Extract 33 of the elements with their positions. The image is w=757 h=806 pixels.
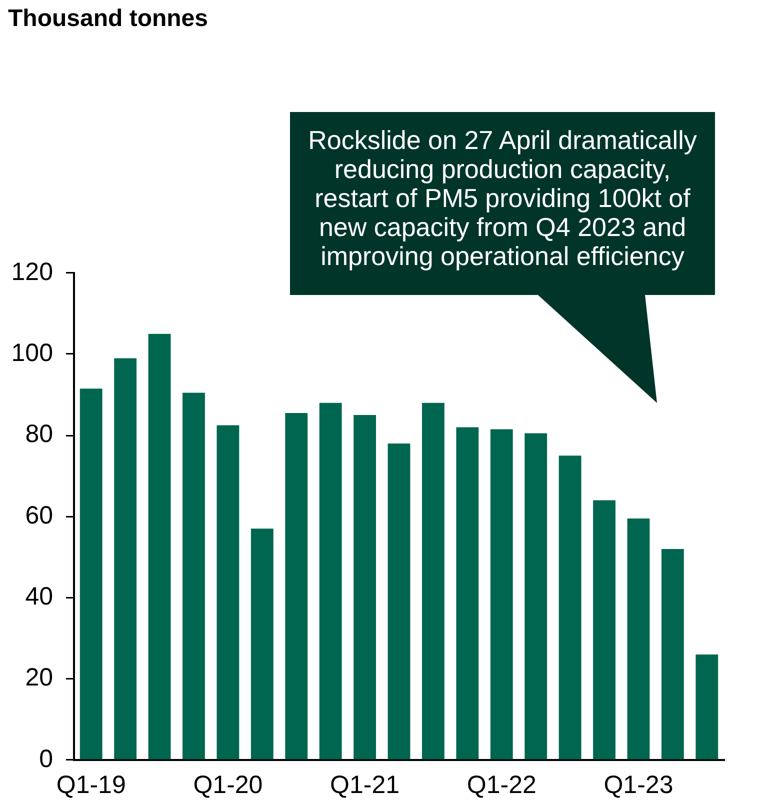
chart-title: Thousand tonnes	[8, 5, 208, 32]
y-tick-label: 120	[11, 258, 53, 286]
bar	[558, 456, 582, 760]
bar	[661, 548, 684, 760]
bar	[285, 413, 308, 760]
y-tick-label: 20	[25, 664, 53, 692]
x-tick-label: Q1-21	[330, 770, 400, 799]
text: Rockslide on 27 April dramatically reducing production capacity, restart of PM5 providing 100kt of new capacity from Q4 2023 and improving operational efficiency	[307, 125, 698, 271]
y-tick-label: 100	[11, 339, 53, 368]
bar	[319, 402, 342, 760]
x-tick-label: Q1-23	[604, 770, 674, 799]
x-tick-label: Q1-22	[466, 770, 536, 799]
bar	[696, 654, 718, 760]
bar	[422, 402, 444, 760]
bar	[490, 429, 513, 760]
bar	[148, 334, 171, 760]
bar	[250, 528, 274, 760]
bar	[216, 425, 240, 760]
y-tick-label: 0	[39, 744, 53, 773]
bar	[80, 388, 102, 760]
bar	[524, 433, 548, 760]
bar	[456, 427, 479, 760]
x-tick-label: Q1-20	[193, 770, 263, 799]
y-tick-label: 80	[25, 420, 53, 448]
bar	[354, 415, 376, 760]
bar	[388, 443, 410, 760]
y-tick-label: 40	[25, 582, 53, 611]
bar	[182, 392, 205, 760]
bar	[114, 358, 137, 760]
bar	[593, 500, 616, 760]
x-tick-label: Q1-19	[56, 770, 126, 799]
y-tick-label: 60	[25, 501, 53, 530]
bar	[627, 518, 650, 760]
